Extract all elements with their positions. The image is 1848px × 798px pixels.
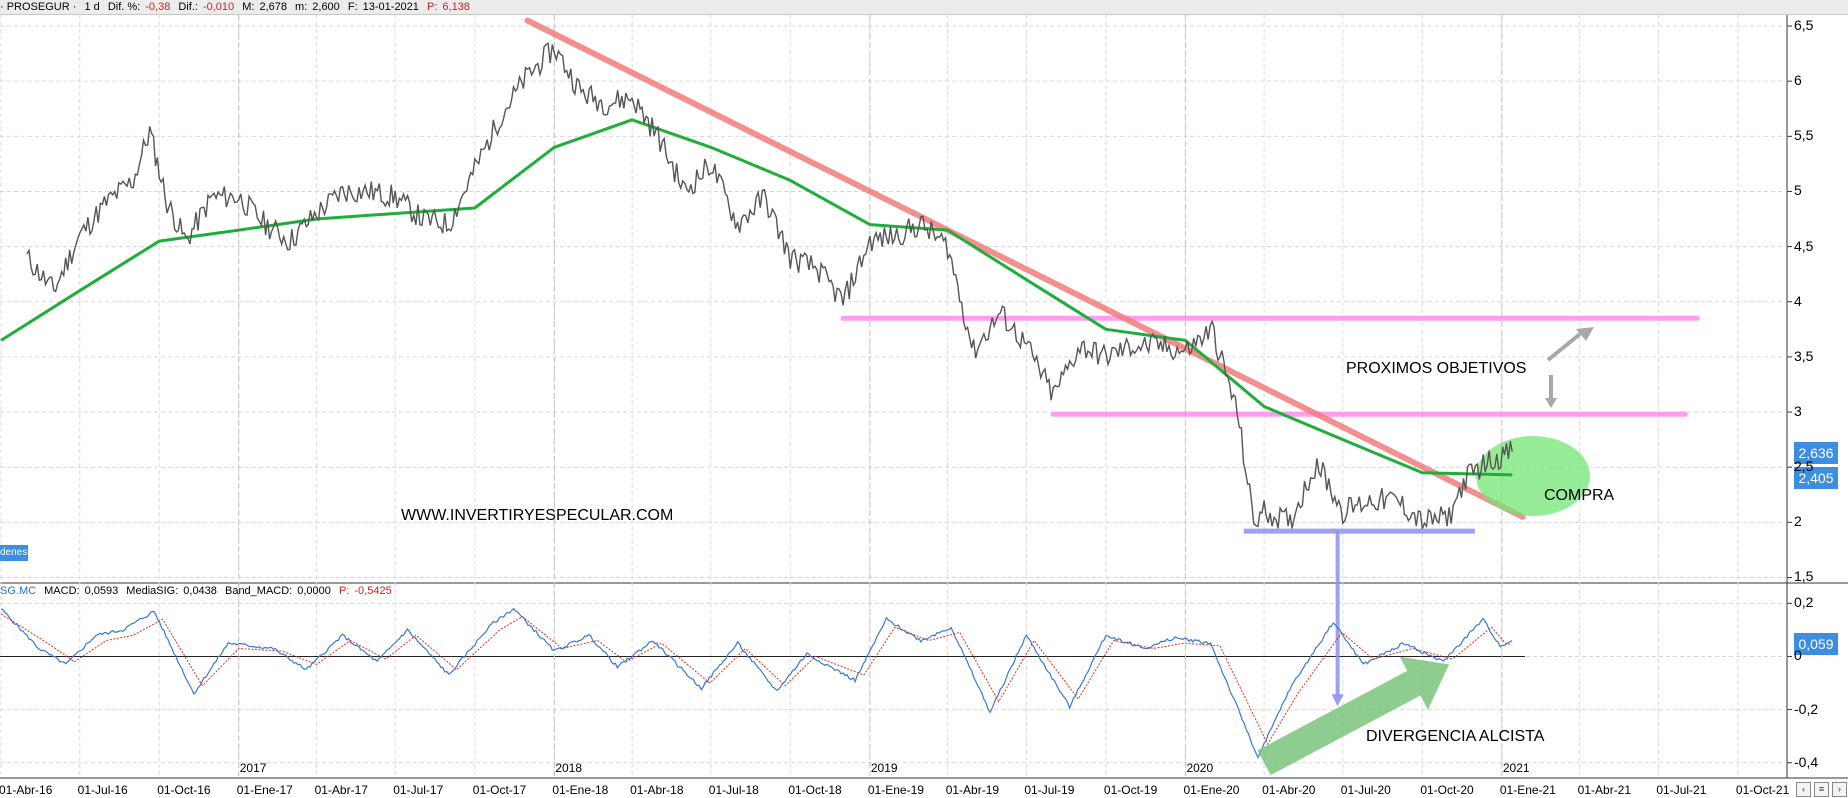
macd-badge: 0,059	[1794, 633, 1838, 655]
signal-line	[0, 613, 1513, 746]
max-value: 2,678	[259, 1, 287, 13]
dif-pct-label: Dif. %:	[107, 1, 141, 13]
time-tick-label: 01-Jul-16	[77, 783, 128, 797]
time-tick-label: 01-Jul-21	[1656, 783, 1707, 797]
zoom-button[interactable]: ≡	[1814, 782, 1829, 797]
year-label: 2018	[555, 761, 583, 775]
time-tick-label: 01-Ene-21	[1499, 783, 1556, 797]
target-arrow-down-head	[1545, 398, 1557, 408]
date-label: F:	[347, 1, 358, 13]
price-tick-label: 4	[1794, 292, 1802, 309]
macd-line	[0, 607, 1513, 759]
website-annotation: WWW.INVERTIRYESPECULAR.COM	[401, 507, 674, 524]
price-tick-label: 6	[1794, 72, 1802, 89]
buy-zone-highlight	[1476, 436, 1590, 516]
price-line	[26, 42, 1513, 530]
time-tick-label: 01-Abr-16	[0, 783, 53, 797]
target-arrow-up	[1546, 332, 1582, 362]
time-tick-label: 01-Oct-20	[1420, 783, 1474, 797]
targets-annotation: PROXIMOS OBJETIVOS	[1346, 360, 1527, 377]
time-tick-label: 01-Ene-19	[867, 783, 924, 797]
macd-tick-label: 0,2	[1794, 594, 1814, 611]
scroll-left-button[interactable]: ‹	[1796, 782, 1811, 797]
macd-p-value: -0,5425	[354, 585, 392, 597]
band-label: Band_MACD:	[224, 585, 293, 597]
buy-annotation: COMPRA	[1544, 487, 1615, 504]
price-tick-label: 5,5	[1794, 127, 1814, 144]
divergence-annotation: DIVERGENCIA ALCISTA	[1366, 728, 1545, 745]
time-tick-label: 01-Oct-17	[472, 783, 527, 797]
signal-label: MediaSIG:	[126, 585, 179, 597]
divergence-arrow	[1257, 656, 1450, 776]
macd-tick-label: -0,2	[1794, 700, 1819, 717]
p-value: 6,138	[442, 1, 470, 13]
chart-header: · PROSEGUR · 1 d Dif. %: -0,38 Dif.: -0,01…	[0, 0, 1848, 15]
max-label: M:	[242, 1, 255, 13]
symbol-label: · PROSEGUR ·	[0, 1, 77, 13]
downtrend-line	[524, 17, 1526, 520]
time-tick-label: 01-Ene-18	[552, 783, 609, 797]
macd-p-label: P:	[338, 585, 350, 597]
period-label: 1 d	[84, 1, 100, 13]
dif-value: -0,010	[202, 1, 235, 13]
macd-header: SG.MC MACD: 0,0593 MediaSIG: 0,0438 Band_M…	[0, 585, 397, 598]
year-label: 2019	[870, 761, 898, 775]
left-tag[interactable]: denes	[0, 545, 28, 561]
time-tick-label: 01-Oct-16	[157, 783, 211, 797]
band-value: 0,0000	[297, 585, 331, 597]
year-label: 2021	[1502, 761, 1530, 775]
price-tick-label: 4,5	[1794, 237, 1814, 254]
time-tick-label: 01-Abr-18	[630, 783, 684, 797]
macd-value: 0,0593	[84, 585, 119, 597]
time-tick-label: 01-Ene-17	[236, 783, 293, 797]
time-tick-label: 01-Jul-18	[708, 783, 759, 797]
time-tick-label: 01-Ene-20	[1183, 783, 1240, 797]
signal-value: 0,0438	[183, 585, 217, 597]
min-label: m:	[295, 1, 308, 13]
price-tick-label: 2,5	[1794, 458, 1814, 475]
time-tick-label: 01-Abr-21	[1577, 783, 1632, 797]
dif-pct-value: -0,38	[145, 1, 171, 13]
price-tick-label: 3,5	[1794, 347, 1814, 364]
macd-label: MACD:	[44, 585, 80, 597]
time-tick-label: 01-Jul-19	[1024, 783, 1075, 797]
time-tick-label: 01-Jul-17	[393, 783, 444, 797]
macd-tick-label: 0	[1794, 647, 1802, 664]
macd-tick-label: -0,4	[1794, 753, 1819, 770]
target-arrow-up-head	[1576, 327, 1594, 341]
price-low-badge: 2,405	[1794, 467, 1838, 489]
p-label: P:	[426, 1, 438, 13]
price-tick-label: 5	[1794, 182, 1802, 199]
time-tick-label: 01-Oct-18	[788, 783, 842, 797]
time-tick-label: 01-Jul-20	[1340, 783, 1391, 797]
dif-label: Dif.:	[178, 1, 198, 13]
time-tick-label: 01-Oct-21	[1735, 783, 1790, 797]
moving-average-line	[0, 118, 1513, 477]
scroll-right-button[interactable]: ›	[1832, 782, 1847, 797]
time-tick-label: 01-Abr-17	[314, 783, 368, 797]
year-label: 2020	[1186, 761, 1214, 775]
min-value: 2,600	[312, 1, 340, 13]
price-tick-label: 1,5	[1794, 568, 1814, 585]
price-tick-label: 2	[1794, 513, 1802, 530]
time-tick-label: 01-Oct-19	[1103, 783, 1158, 797]
price-high-badge: 2,636	[1794, 442, 1838, 464]
support-projection-arrowhead	[1331, 694, 1344, 707]
time-tick-label: 01-Abr-19	[945, 783, 1000, 797]
year-label: 2017	[239, 761, 267, 775]
price-tick-label: 3	[1794, 403, 1802, 420]
macd-prefix: SG.MC	[0, 585, 37, 597]
date-value: 13-01-2021	[362, 1, 419, 13]
time-tick-label: 01-Abr-20	[1262, 783, 1316, 797]
price-tick-label: 6,5	[1794, 17, 1814, 34]
